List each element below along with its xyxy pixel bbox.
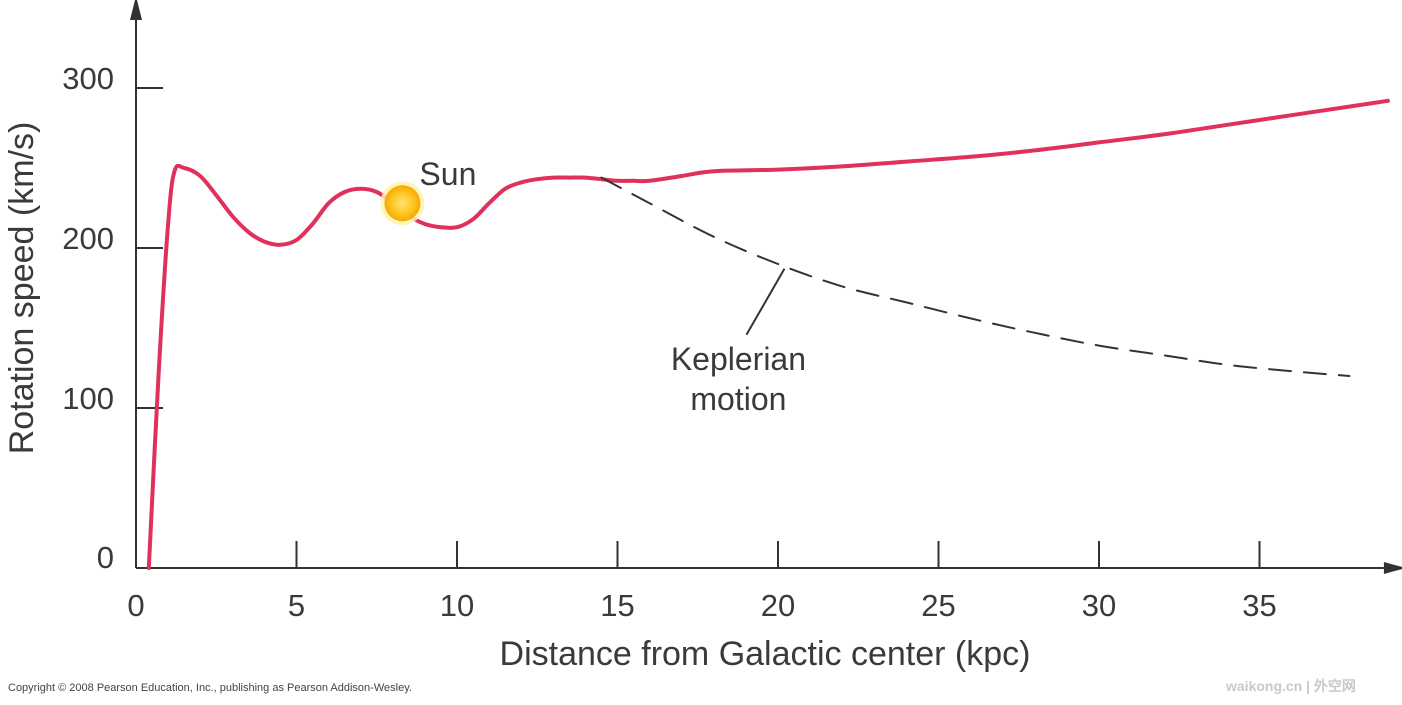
keplerian-label: Keplerian [671, 341, 806, 377]
y-tick-label: 100 [62, 381, 114, 416]
axes [130, 0, 1402, 574]
copyright-notice: Copyright © 2008 Pearson Education, Inc.… [8, 682, 412, 694]
annotations: Sun Keplerian motion [380, 156, 806, 417]
x-ticks: 0 5 10 15 20 25 30 35 [127, 541, 1277, 623]
watermark: waikong.cn | 外空网 [1226, 678, 1356, 694]
y-tick-label: 200 [62, 221, 114, 256]
sun-label: Sun [419, 156, 476, 192]
series [146, 98, 1390, 570]
x-tick-label: 25 [921, 588, 955, 623]
x-tick-label: 0 [127, 588, 144, 623]
x-tick-label: 35 [1242, 588, 1276, 623]
x-tick-label: 5 [288, 588, 305, 623]
y-axis-arrow [130, 0, 142, 20]
keplerian-leader-line [745, 268, 786, 336]
rotation-curve [146, 98, 1390, 570]
sun-icon [384, 185, 421, 222]
x-tick-label: 20 [761, 588, 795, 623]
x-axis-label: Distance from Galactic center (kpc) [500, 635, 1031, 673]
keplerian-curve [600, 176, 1351, 377]
y-ticks: 0 100 200 300 [62, 61, 163, 575]
y-tick-label: 0 [97, 540, 114, 575]
x-tick-label: 15 [600, 588, 634, 623]
x-tick-label: 10 [440, 588, 474, 623]
y-axis-label: Rotation speed (km/s) [3, 122, 41, 455]
x-axis-arrow [1383, 562, 1402, 574]
x-tick-label: 30 [1082, 588, 1116, 623]
y-tick-label: 300 [62, 61, 114, 96]
keplerian-label: motion [690, 381, 786, 417]
